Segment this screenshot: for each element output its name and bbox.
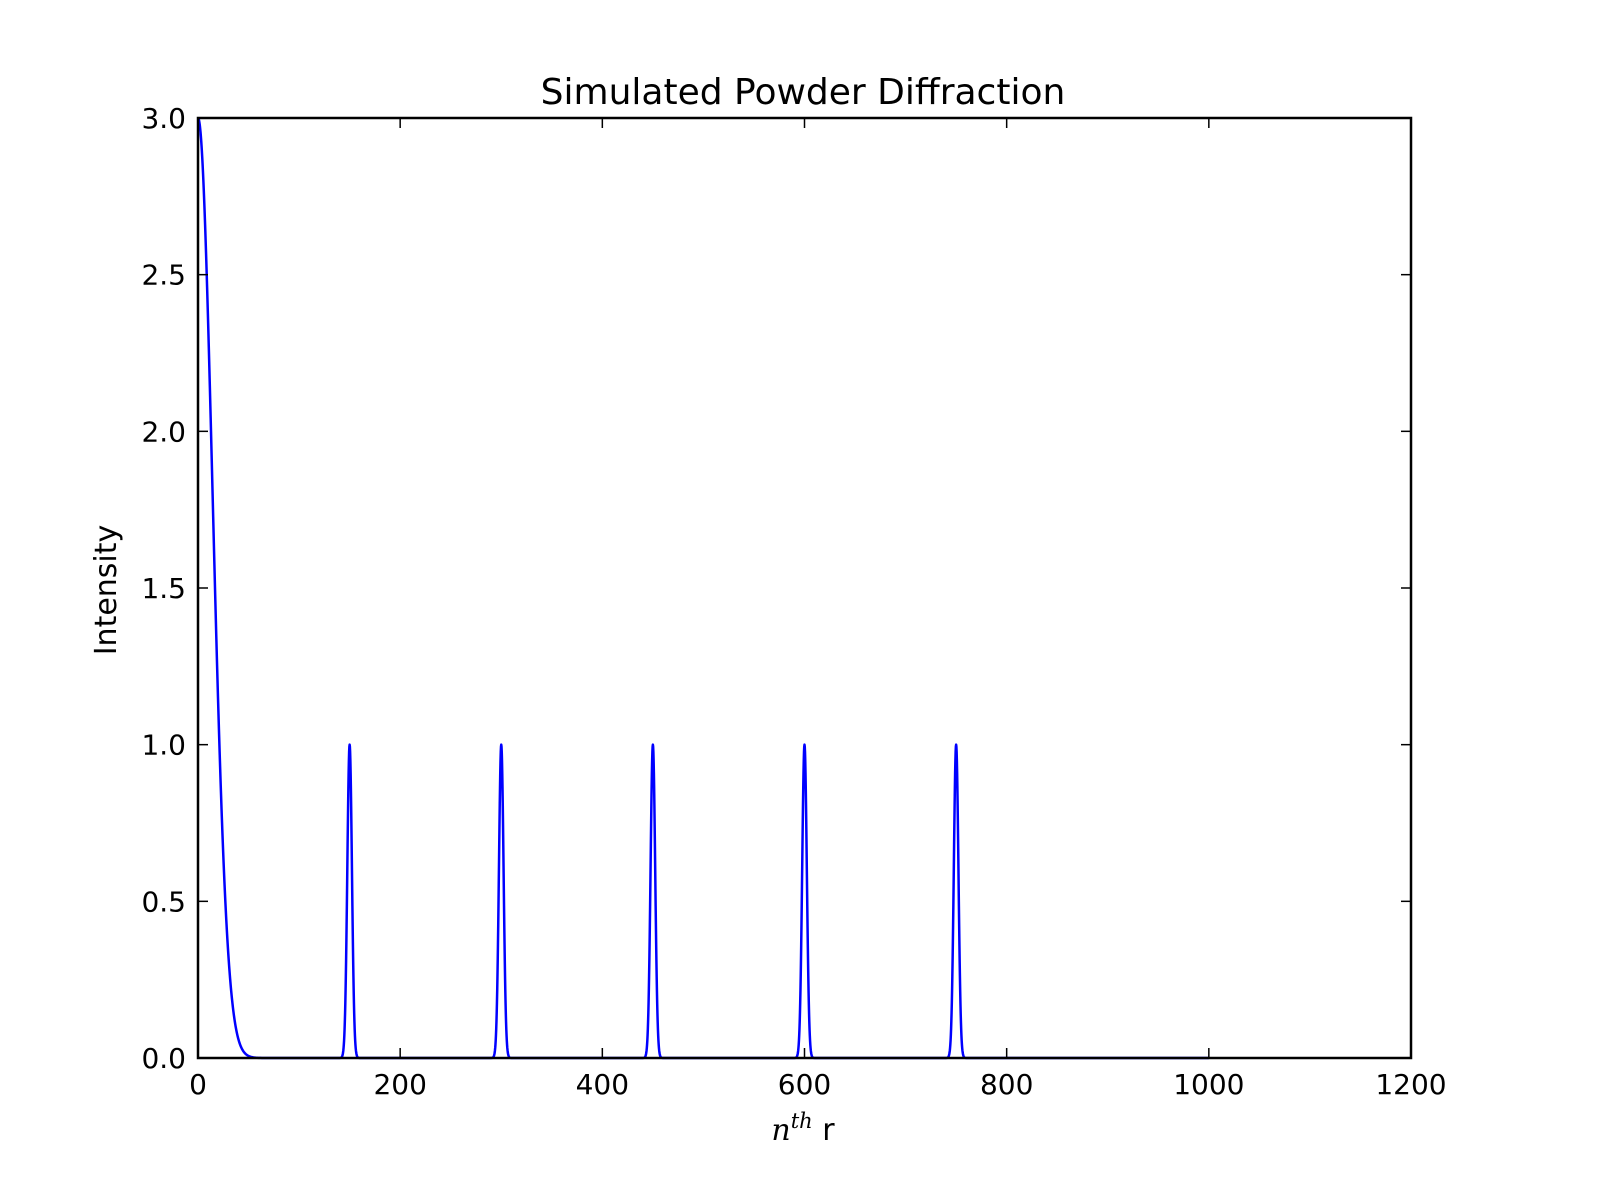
x-tick-label: 0 bbox=[189, 1068, 207, 1101]
y-axis-label: Intensity bbox=[89, 525, 124, 656]
plot-area bbox=[196, 116, 1413, 1060]
y-tick-label: 2.5 bbox=[141, 259, 186, 292]
y-tick-labels: 0.0 0.5 1.0 1.5 2.0 2.5 3.0 bbox=[141, 102, 186, 1075]
y-tick-label: 3.0 bbox=[141, 102, 186, 135]
x-tick-label: 600 bbox=[778, 1068, 831, 1101]
x-axis-label-suffix: r bbox=[822, 1113, 835, 1148]
x-axis-label-superscript: th bbox=[791, 1109, 813, 1133]
x-tick-labels: 0 200 400 600 800 1000 1200 bbox=[189, 1068, 1447, 1101]
x-axis-label: nth r bbox=[771, 1109, 835, 1148]
y-tick-label: 0.0 bbox=[141, 1042, 186, 1075]
chart-title: Simulated Powder Diffraction bbox=[541, 72, 1066, 113]
x-axis-label-variable: n bbox=[771, 1113, 790, 1148]
y-tick-label: 1.5 bbox=[141, 572, 186, 605]
y-tick-label: 0.5 bbox=[141, 885, 186, 918]
x-tick-label: 400 bbox=[576, 1068, 629, 1101]
x-tick-label: 1000 bbox=[1173, 1068, 1244, 1101]
x-tick-label: 800 bbox=[980, 1068, 1033, 1101]
y-tick-label: 1.0 bbox=[141, 729, 186, 762]
ticks-group bbox=[197, 117, 1412, 1059]
plot-background bbox=[198, 118, 1411, 1058]
x-tick-label: 200 bbox=[373, 1068, 426, 1101]
x-axis-label-space bbox=[813, 1113, 823, 1148]
x-tick-label: 1200 bbox=[1375, 1068, 1446, 1101]
y-tick-label: 2.0 bbox=[141, 415, 186, 448]
